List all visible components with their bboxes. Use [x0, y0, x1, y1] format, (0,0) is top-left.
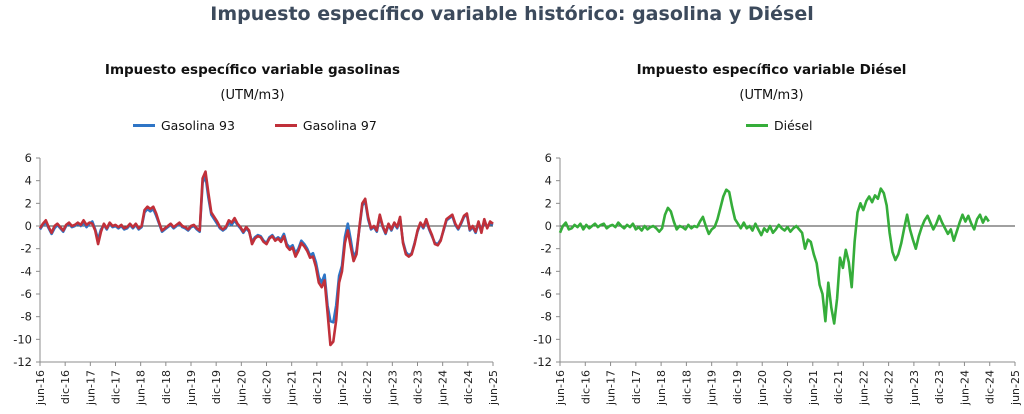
y-tick-label: -10 [13, 332, 32, 346]
x-tick-label: jun-19 [706, 370, 719, 406]
gasolinas-chart-unit: (UTM/m3) [220, 88, 285, 103]
x-tick-label: jun-16 [34, 370, 47, 406]
x-tick-label: jun-22 [857, 370, 870, 406]
x-tick-label: dic-17 [110, 370, 123, 404]
main-title: Impuesto específico variable histórico: … [210, 3, 814, 25]
legend-swatch-gasolina-93 [133, 124, 155, 127]
diesel-panel: Impuesto específico variable Diésel (UTM… [519, 0, 1024, 414]
y-tick-label: 4 [545, 174, 552, 188]
x-tick-label: jun-22 [336, 370, 349, 406]
x-tick-label: jun-25 [487, 370, 500, 406]
x-tick-label: dic-21 [832, 370, 845, 404]
x-tick-label: jun-23 [386, 370, 399, 406]
x-tick-label: dic-20 [782, 370, 795, 404]
x-tick-label: dic-17 [630, 370, 643, 404]
x-tick-label: dic-20 [261, 370, 274, 404]
y-tick-label: 2 [545, 196, 552, 210]
legend-label-gasolina-93: Gasolina 93 [161, 118, 235, 133]
x-tick-label: dic-21 [311, 370, 324, 404]
x-tick-label: dic-18 [160, 370, 173, 404]
y-tick-label: -6 [21, 287, 32, 301]
x-tick-label: dic-16 [59, 370, 72, 404]
x-tick-label: dic-23 [412, 370, 425, 404]
legend-label-diesel: Diésel [774, 118, 813, 133]
gasolinas-legend: Gasolina 93 Gasolina 97 [133, 118, 377, 133]
y-tick-label: 6 [545, 151, 552, 165]
x-tick-label: dic-22 [883, 370, 896, 404]
y-tick-label: -2 [21, 242, 32, 256]
y-tick-label: 2 [25, 196, 32, 210]
y-tick-label: -2 [541, 242, 552, 256]
y-tick-label: 6 [25, 151, 32, 165]
y-tick-label: -8 [21, 310, 32, 324]
legend-label-gasolina-97: Gasolina 97 [302, 118, 377, 133]
x-tick-label: jun-24 [437, 370, 450, 406]
x-tick-label: jun-20 [235, 370, 248, 406]
gasolinas-panel: Impuesto específico variable gasolinas (… [0, 0, 505, 414]
x-tick-label: dic-18 [680, 370, 693, 404]
legend-swatch-diesel [746, 124, 768, 127]
series-line-diésel [558, 187, 990, 325]
y-tick-label: 0 [545, 219, 552, 233]
x-tick-label: dic-24 [984, 370, 997, 404]
x-tick-label: dic-16 [579, 370, 592, 404]
x-tick-label: jun-17 [605, 370, 618, 406]
diesel-chart-unit: (UTM/m3) [739, 88, 804, 103]
y-tick-label: 4 [25, 174, 32, 188]
diesel-chart-title: Impuesto específico variable Diésel [636, 62, 907, 78]
x-tick-label: jun-24 [958, 370, 971, 406]
x-tick-label: jun-18 [135, 370, 148, 406]
series-line-gasolina-97 [38, 170, 494, 347]
x-tick-label: dic-19 [210, 370, 223, 404]
gasolinas-chart-title: Impuesto específico variable gasolinas [104, 62, 401, 78]
y-tick-label: -12 [13, 355, 32, 369]
y-tick-label: -10 [533, 332, 552, 346]
x-tick-label: dic-23 [933, 370, 946, 404]
x-tick-label: jun-18 [655, 370, 668, 406]
y-tick-label: -8 [541, 310, 552, 324]
x-tick-label: jun-20 [756, 370, 769, 406]
y-tick-label: 0 [25, 219, 32, 233]
legend-swatch-gasolina-97 [274, 124, 297, 127]
x-tick-label: jun-21 [807, 370, 820, 406]
y-tick-label: -4 [21, 264, 32, 278]
x-tick-label: jun-19 [185, 370, 198, 406]
x-tick-label: dic-19 [731, 370, 744, 404]
x-tick-label: jun-16 [554, 370, 567, 406]
x-tick-label: jun-23 [908, 370, 921, 406]
x-tick-label: jun-17 [84, 370, 97, 406]
y-tick-label: -6 [541, 287, 552, 301]
diesel-legend: Diésel [746, 118, 812, 133]
x-tick-label: dic-22 [361, 370, 374, 404]
series-line-gasolina-93 [38, 174, 494, 324]
x-tick-label: dic-24 [462, 370, 475, 404]
x-tick-label: jun-25 [1009, 370, 1022, 406]
y-tick-label: -4 [541, 264, 552, 278]
y-tick-label: -12 [533, 355, 552, 369]
x-tick-label: jun-21 [286, 370, 299, 406]
